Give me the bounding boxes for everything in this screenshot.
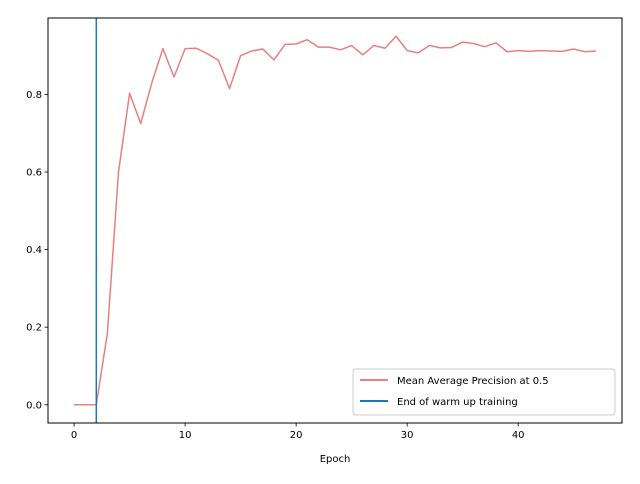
y-tick-label: 0.0 [26,400,42,411]
x-tick-label: 20 [290,430,303,441]
legend-label-map: Mean Average Precision at 0.5 [397,376,549,387]
y-tick-label: 0.4 [26,245,42,256]
legend-label-warmup: End of warm up training [397,397,518,408]
x-tick-label: 0 [71,430,77,441]
x-tick-label: 40 [512,430,525,441]
y-tick-label: 0.8 [26,90,42,101]
y-tick-label: 0.2 [26,323,42,334]
x-axis-label: Epoch [320,454,351,465]
x-tick-label: 10 [179,430,192,441]
x-tick-label: 30 [401,430,414,441]
legend: Mean Average Precision at 0.5 End of war… [353,369,615,415]
y-tick-label: 0.6 [26,168,42,179]
